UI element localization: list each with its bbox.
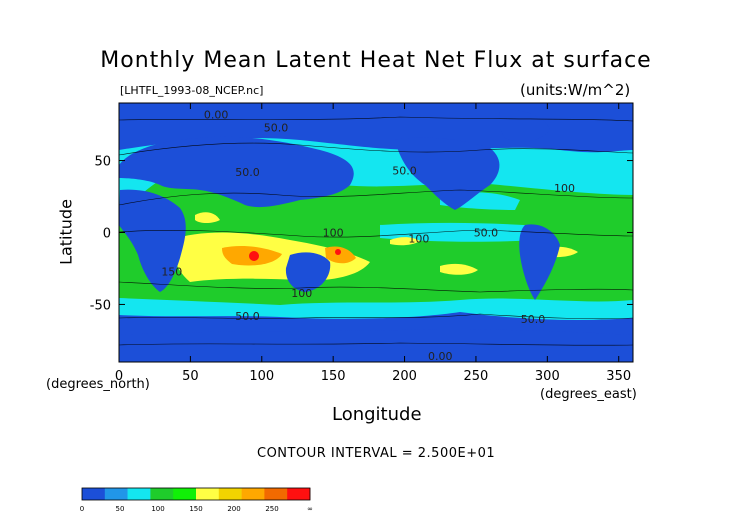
- colorbar-label: 0: [80, 505, 84, 513]
- colorbar-swatch: [150, 488, 174, 500]
- contour-labels: 0.00 50.0 50.0 50.0 100 100 100 50.0 150 100 50.0 5…: [161, 109, 575, 363]
- y-tick-label: 50: [94, 155, 111, 170]
- x-tick-label: 250: [464, 369, 489, 384]
- y-unit-label: (degrees_north): [46, 377, 150, 392]
- contour-line-north: [119, 142, 633, 156]
- colorbar-label: 150: [189, 505, 202, 513]
- y-tick-label: -50: [90, 298, 111, 313]
- file-label: [LHTFL_1993-08_NCEP.nc]: [120, 84, 264, 97]
- contour-line-arctic: [119, 116, 633, 122]
- colorbar-swatch: [196, 488, 220, 500]
- land-africa: [119, 189, 186, 292]
- y-axis-label: Latitude: [56, 199, 76, 265]
- land-eurasia: [119, 136, 354, 208]
- flux-red-max-indian: [249, 251, 259, 261]
- contour-label: 50.0: [474, 227, 499, 240]
- x-axis-ticks: 0 50 100 150 200 250 300 350: [115, 103, 631, 384]
- contour-label: 100: [554, 182, 575, 195]
- colorbar-swatch: [127, 488, 151, 500]
- land-australia: [285, 252, 331, 292]
- contour-label: 50.0: [235, 310, 260, 323]
- ocean-background: [119, 103, 633, 362]
- flux-orange-coral: [325, 246, 356, 264]
- contour-label: 50.0: [264, 121, 289, 134]
- colorbar-label: 100: [151, 505, 164, 513]
- contour-label: 50.0: [235, 166, 260, 179]
- colorbar-swatch: [241, 488, 265, 500]
- x-tick-label: 150: [321, 369, 346, 384]
- land-greenland: [498, 109, 550, 142]
- flux-band-green: [119, 174, 633, 305]
- contour-label: 0.00: [428, 350, 453, 363]
- colorbar-swatch: [218, 488, 242, 500]
- colorbar-label: 250: [265, 505, 278, 513]
- y-axis-ticks: -50 0 50: [90, 155, 633, 313]
- flux-band-south-cyan: [119, 265, 633, 320]
- colorbar-swatch: [82, 488, 106, 500]
- x-axis-label: Longitude: [332, 404, 422, 425]
- x-tick-label: 300: [535, 369, 560, 384]
- contour-label: 100: [291, 287, 312, 300]
- colorbar-label: 50: [116, 505, 125, 513]
- flux-yellow-pacific-2: [390, 237, 420, 246]
- contour-label: 50.0: [392, 165, 417, 178]
- contour-line-south: [119, 313, 633, 320]
- contour-interval-text: CONTOUR INTERVAL = 2.500E+01: [257, 446, 496, 461]
- flux-north-atlantic-cyan: [440, 192, 520, 210]
- contour-line-equator: [119, 229, 633, 238]
- land-antarctica: [119, 329, 633, 362]
- contour-label: 100: [408, 232, 429, 245]
- colorbar-label: 200: [227, 505, 240, 513]
- colorbar-swatch: [104, 488, 128, 500]
- flux-equatorial-cyan: [380, 222, 540, 242]
- flux-orange-indian: [222, 246, 282, 266]
- colorbar-swatch: [287, 488, 311, 500]
- contour-label: 0.00: [204, 109, 229, 122]
- flux-red-max-coral: [335, 249, 341, 255]
- colorbar-frame: [81, 487, 311, 501]
- colorbar: 0 50 100 150 200 250 ∞: [80, 487, 313, 513]
- plot-frame: [118, 102, 634, 363]
- contour-label: 150: [161, 265, 182, 278]
- x-tick-label: 350: [606, 369, 631, 384]
- x-tick-label: 100: [249, 369, 274, 384]
- contour-label: 100: [323, 227, 344, 240]
- contour-line-polar: [119, 342, 633, 346]
- units-label: (units:W/m^2): [520, 81, 631, 99]
- flux-yellow-arabian: [195, 212, 220, 223]
- contour-label: 50.0: [521, 313, 546, 326]
- contour-line-north-mid: [119, 189, 633, 206]
- land-south-america: [519, 224, 560, 300]
- x-tick-label: 50: [182, 369, 199, 384]
- x-unit-label: (degrees_east): [540, 387, 637, 402]
- x-tick-label: 200: [392, 369, 417, 384]
- colorbar-swatch: [173, 488, 197, 500]
- land-north-america: [395, 137, 500, 210]
- chart-title: Monthly Mean Latent Heat Net Flux at sur…: [100, 48, 652, 73]
- contour-line-south-mid: [119, 281, 633, 293]
- flux-yellow-indian: [170, 232, 370, 282]
- y-tick-label: 0: [103, 227, 111, 242]
- colorbar-label: ∞: [307, 505, 313, 513]
- flux-yellow-atlantic: [540, 246, 578, 258]
- flux-yellow-pacific-1: [440, 263, 478, 275]
- flux-band-north-cyan: [119, 138, 633, 210]
- colorbar-swatch: [264, 488, 288, 500]
